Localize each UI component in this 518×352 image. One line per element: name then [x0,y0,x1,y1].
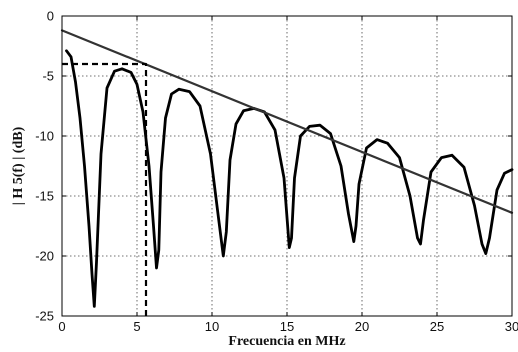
y-tick-label: -15 [35,189,54,204]
y-tick-label: -5 [42,69,54,84]
x-tick-label: 10 [205,319,219,334]
x-tick-label: 20 [355,319,369,334]
y-tick-label: -10 [35,129,54,144]
frequency-response-line [65,49,514,308]
envelope-line [60,29,514,214]
series-layer [60,29,514,316]
reference-dashed-line [62,62,148,316]
y-axis-label: | H 5(f) | (dB) [11,126,26,205]
x-tick-label: 5 [133,319,140,334]
y-tick-label: 0 [47,9,54,24]
x-tick-label: 0 [58,319,65,334]
x-tick-label: 30 [505,319,518,334]
y-tick-label: -25 [35,309,54,324]
y-tick-label: -20 [35,249,54,264]
x-tick-label: 15 [280,319,294,334]
grid-layer [62,16,512,316]
x-axis-label: Frecuencia en MHz [228,334,345,349]
tick-layer: 0 5 10 15 20 25 30 0 -5 -10 -15 -20 -25 [35,9,518,335]
x-tick-label: 25 [430,319,444,334]
